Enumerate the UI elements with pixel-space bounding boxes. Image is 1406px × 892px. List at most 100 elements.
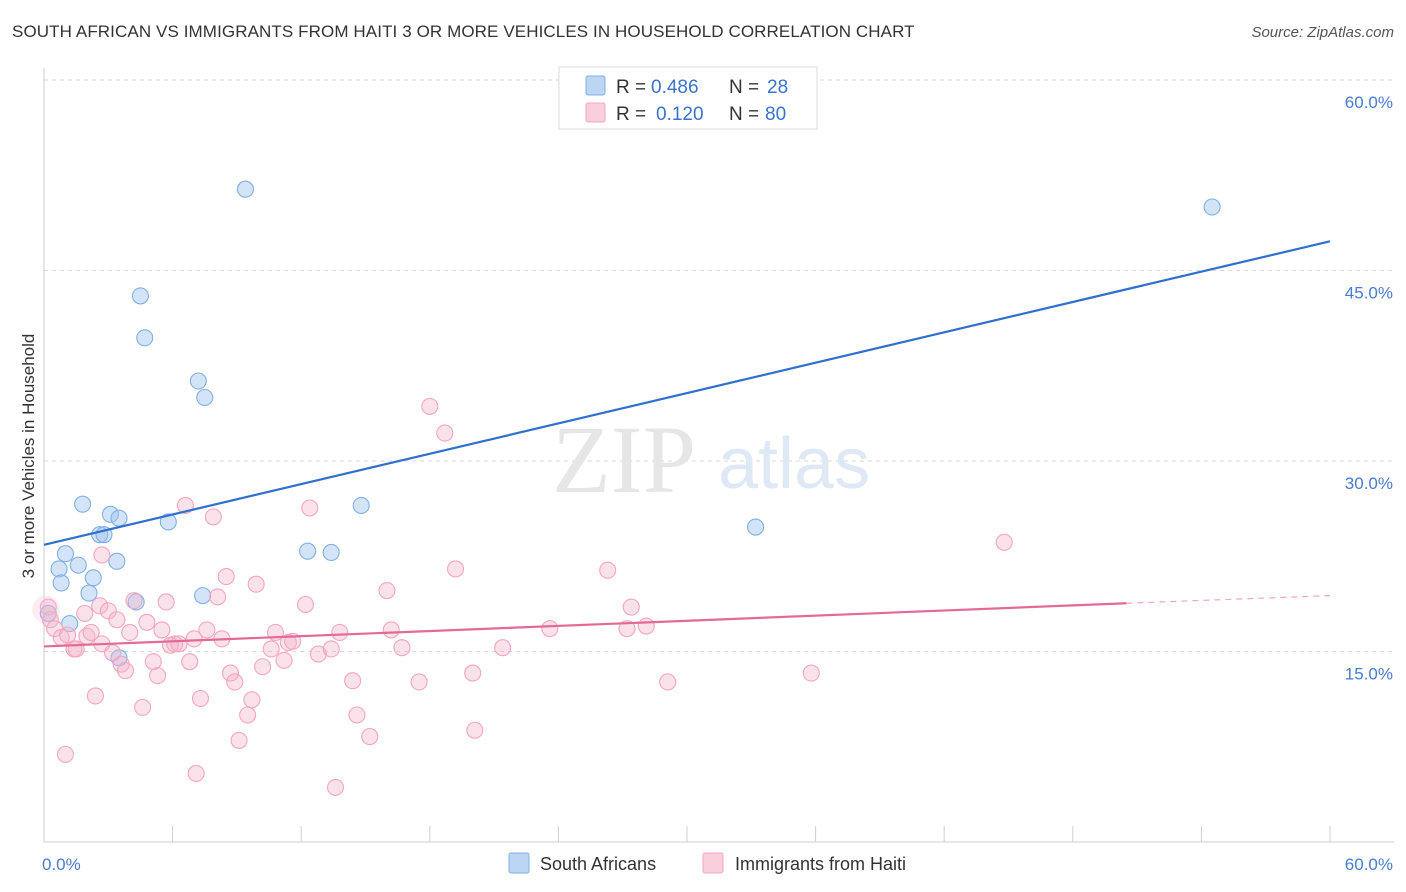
haiti-trend-extension: [1126, 595, 1331, 604]
south-africans-point-6: [74, 495, 92, 513]
y-tick-label-2: 45.0%: [1345, 284, 1393, 303]
haiti-point-36: [204, 508, 222, 526]
data-points: [32, 180, 1221, 796]
legend-swatch-bottom-south-africans: [508, 852, 530, 874]
haiti-point-1: [41, 611, 59, 629]
haiti-point-58: [331, 623, 349, 642]
south-africans-point-27: [1203, 198, 1221, 216]
legend-n-value-1: 28: [767, 77, 788, 98]
haiti-point-40: [217, 568, 235, 586]
haiti-point-53: [296, 595, 315, 614]
haiti-point-0: [39, 598, 57, 616]
haiti-point-69: [464, 664, 482, 682]
haiti-point-57: [326, 778, 345, 796]
south-africans-point-21: [236, 180, 255, 198]
south-africans-point-16: [131, 287, 149, 305]
haiti-point-61: [361, 728, 379, 746]
legend-n-label-1: N =: [729, 77, 759, 98]
south-africans-point-23: [322, 543, 340, 561]
haiti-point-37: [191, 689, 210, 708]
watermark-atlas: atlas: [718, 424, 870, 504]
haiti-point-56: [322, 640, 340, 658]
haiti-point-50: [275, 651, 293, 669]
haiti-point-29: [166, 635, 184, 653]
haiti-point-46: [247, 575, 265, 593]
watermark: ZIP atlas: [552, 406, 870, 513]
haiti-point-45: [243, 691, 261, 709]
haiti-point-54: [301, 499, 319, 517]
legend-r-value-2: 0.120: [656, 104, 704, 125]
haiti-point-24: [144, 653, 162, 671]
south-africans-point-3: [56, 545, 74, 563]
haiti-point-64: [393, 639, 411, 657]
haiti-point-26: [153, 621, 171, 639]
haiti-point-60: [348, 706, 366, 724]
y-tick-label-1: 30.0%: [1345, 474, 1393, 493]
series-legend: South Africans Immigrants from Haiti: [508, 852, 906, 874]
south-africans-point-1: [50, 560, 68, 578]
haiti-trend-line: [43, 602, 1127, 648]
chart-source: Source: ZipAtlas.com: [1251, 24, 1394, 41]
x-tick-label-right: 60.0%: [1345, 855, 1393, 874]
haiti-point-48: [262, 640, 280, 658]
haiti-point-42: [226, 673, 244, 691]
haiti-point-7: [67, 640, 85, 658]
haiti-point-67: [436, 424, 454, 442]
south-africans-point-7: [80, 584, 98, 602]
legend-label-haiti: Immigrants from Haiti: [735, 854, 906, 874]
haiti-point-76: [637, 617, 655, 635]
y-tick-label-3: 60.0%: [1345, 93, 1393, 112]
legend-swatch-south-africans: [585, 75, 606, 96]
haiti-point-17: [108, 611, 126, 629]
haiti-point-71: [494, 639, 512, 657]
haiti-point-59: [344, 672, 362, 690]
haiti-point-12: [91, 597, 109, 615]
haiti-point-65: [410, 673, 428, 691]
legend-r-value-1: 0.486: [651, 77, 699, 98]
haiti-point-78: [802, 664, 820, 682]
haiti-point-4: [56, 745, 74, 763]
legend-r-label-2: R =: [616, 104, 646, 125]
haiti-point-19: [116, 661, 134, 680]
haiti-point-32: [181, 653, 199, 671]
legend-n-label-2: N =: [729, 104, 759, 125]
y-axis-title: 3 or more Vehicles in Household: [19, 334, 38, 579]
haiti-point-22: [134, 698, 152, 716]
haiti-point-21: [125, 592, 143, 610]
haiti-point-10: [82, 623, 100, 642]
south-africans-trend-line: [43, 240, 1331, 546]
haiti-point-27: [157, 593, 175, 611]
watermark-zip: ZIP: [552, 406, 696, 513]
haiti-point-38: [209, 588, 227, 606]
haiti-point-77: [659, 673, 677, 691]
haiti-point-44: [239, 706, 257, 724]
haiti-point-72: [541, 620, 559, 638]
haiti-point-70: [466, 721, 484, 739]
south-africans-point-22: [299, 542, 317, 560]
haiti-point-79: [995, 533, 1013, 551]
haiti-point-25: [149, 667, 167, 685]
haiti-point-14: [93, 546, 111, 564]
south-africans-point-2: [52, 574, 70, 592]
haiti-point-68: [446, 560, 465, 578]
haiti-point-5: [59, 626, 77, 644]
south-africans-point-5: [69, 556, 87, 574]
legend-n-value-2: 80: [765, 104, 786, 125]
haiti-point-34: [187, 764, 205, 782]
south-africans-point-18: [159, 513, 177, 531]
haiti-point-47: [254, 658, 272, 676]
haiti-point-15: [99, 602, 117, 620]
haiti-point-23: [138, 613, 156, 631]
south-africans-point-25: [194, 587, 212, 605]
legend-label-south-africans: South Africans: [540, 854, 656, 874]
south-africans-point-12: [108, 552, 126, 570]
south-africans-point-19: [189, 372, 207, 390]
haiti-point-73: [599, 561, 617, 579]
axis-ticks: 15.0% 30.0% 45.0% 60.0% 0.0% 60.0%: [42, 93, 1393, 874]
south-africans-point-17: [136, 329, 154, 347]
south-africans-point-13: [110, 509, 128, 527]
haiti-point-75: [622, 598, 640, 616]
trend-lines: [43, 240, 1331, 648]
south-africans-point-26: [747, 518, 765, 536]
axes: [43, 68, 1394, 843]
